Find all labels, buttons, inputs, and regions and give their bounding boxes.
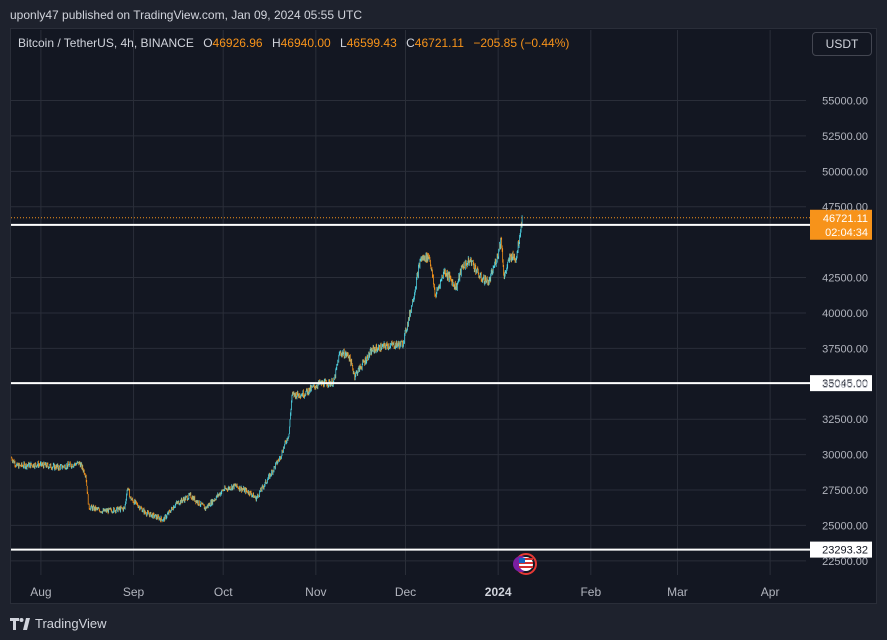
tradingview-logo-icon xyxy=(10,617,30,630)
high-label: H xyxy=(271,36,281,50)
symbol-name: Bitcoin / TetherUS, 4h, BINANCE xyxy=(18,36,194,50)
x-tick-label: Dec xyxy=(395,585,416,599)
close-label: C xyxy=(406,36,415,50)
candles xyxy=(11,215,523,523)
x-tick-label: Sep xyxy=(123,585,145,599)
y-tick-label: 37500.00 xyxy=(822,343,868,355)
x-tick-label: Apr xyxy=(761,585,780,599)
header-bar xyxy=(0,0,887,28)
y-tick-label: 55000.00 xyxy=(822,95,868,107)
currency-button[interactable]: USDT xyxy=(812,32,872,56)
bar-countdown: 02:04:34 xyxy=(825,227,868,239)
last-price-badge xyxy=(810,209,872,240)
y-tick-label: 27500.00 xyxy=(822,485,868,497)
change-value: −205.85 (−0.44%) xyxy=(473,36,570,50)
tradingview-brand: TradingView xyxy=(35,616,107,631)
x-tick-label: Aug xyxy=(30,585,51,599)
y-tick-label: 50000.00 xyxy=(822,166,868,178)
time-axis[interactable]: Aug Sep Oct Nov Dec 2024 Feb Mar Apr xyxy=(30,585,779,599)
level-label: 35045.00 xyxy=(822,378,868,390)
y-tick-label: 47500.00 xyxy=(822,202,868,214)
y-tick-label: 40000.00 xyxy=(822,308,868,320)
publish-info: uponly47 published on TradingView.com, J… xyxy=(10,8,363,22)
low-label: L xyxy=(340,36,347,50)
footer xyxy=(0,604,887,640)
high-value: 46940.00 xyxy=(280,36,331,50)
x-tick-label: Oct xyxy=(214,585,233,599)
y-tick-label: 25000.00 xyxy=(822,520,868,532)
level-label-bg xyxy=(810,375,872,392)
y-tick-label: 42500.00 xyxy=(822,273,868,285)
grid-lines xyxy=(11,30,806,575)
event-marker[interactable] xyxy=(513,553,537,575)
y-tick-label: 22500.00 xyxy=(822,556,868,568)
price-axis[interactable]: 22500.00 25000.00 27500.00 30000.00 32500.00… xyxy=(822,95,868,567)
level-label-bg xyxy=(810,541,872,558)
y-tick-label: 30000.00 xyxy=(822,450,868,462)
open-value: 46926.96 xyxy=(212,36,263,50)
symbol-legend: Bitcoin / TetherUS, 4h, BINANCE O46926.9… xyxy=(18,36,569,50)
level-label: 23293.32 xyxy=(822,545,868,557)
low-value: 46599.43 xyxy=(346,36,397,50)
x-tick-label: Mar xyxy=(667,585,688,599)
last-price-label: 46721.11 xyxy=(823,213,868,225)
x-tick-label: Feb xyxy=(580,585,601,599)
y-tick-label: 32500.00 xyxy=(822,414,868,426)
close-value: 46721.11 xyxy=(414,36,464,50)
y-tick-label: 35000.00 xyxy=(822,379,868,391)
x-tick-label: 2024 xyxy=(485,585,512,599)
tradingview-logo[interactable]: TradingView xyxy=(10,616,107,631)
y-tick-label: 52500.00 xyxy=(822,131,868,143)
x-tick-label: Nov xyxy=(305,585,326,599)
chart-frame[interactable] xyxy=(10,28,877,604)
open-label: O xyxy=(203,36,213,50)
